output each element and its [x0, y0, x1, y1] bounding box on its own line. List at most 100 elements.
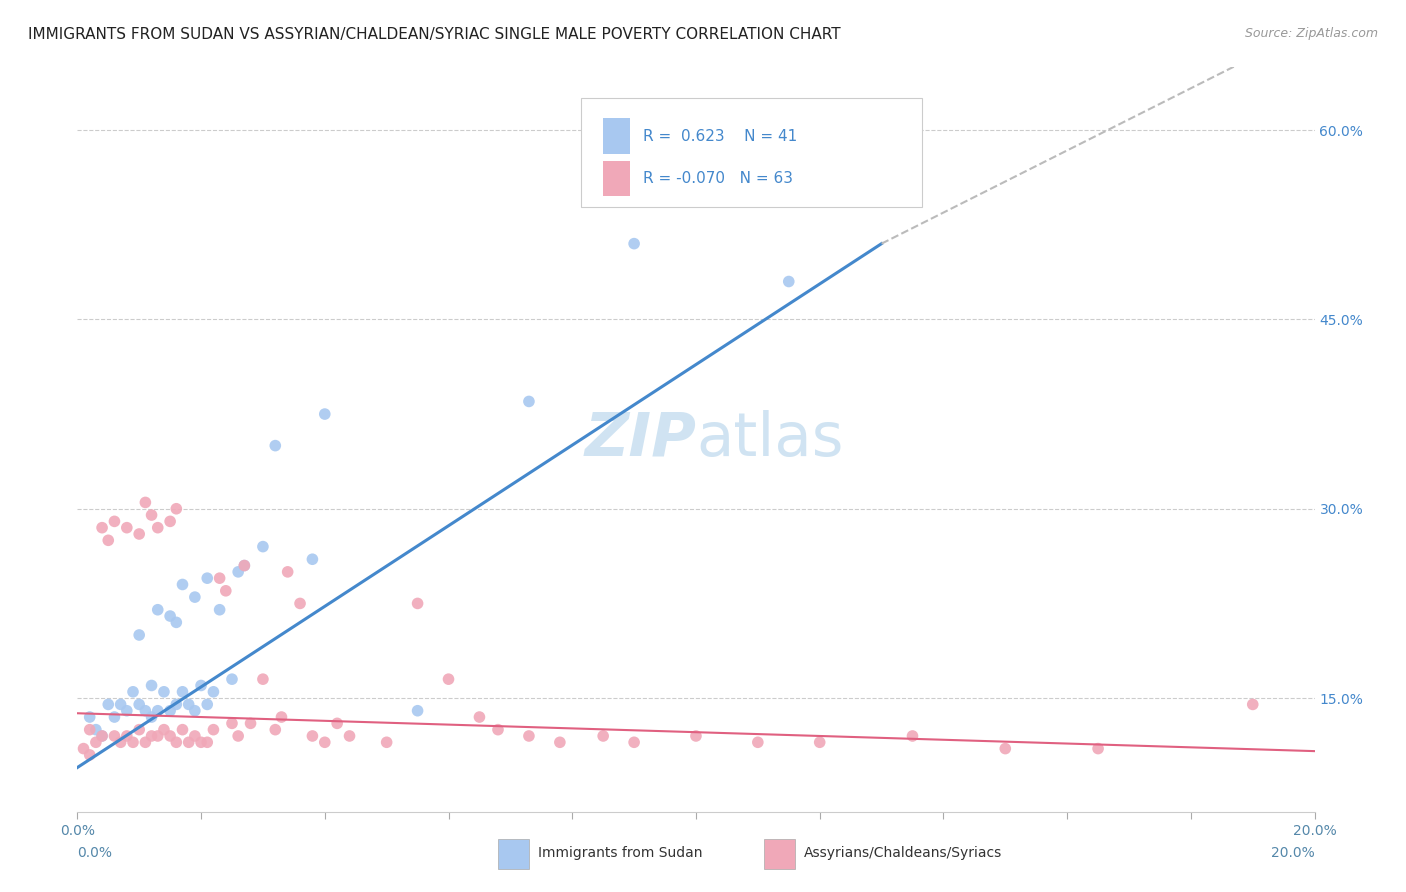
Point	[264, 723, 287, 737]
Point	[685, 729, 707, 743]
Point	[146, 521, 169, 535]
Point	[159, 704, 181, 718]
Bar	[603, 161, 630, 196]
Point	[141, 678, 163, 692]
Point	[134, 704, 156, 718]
Point	[1241, 698, 1264, 712]
Point	[141, 729, 163, 743]
Point	[153, 723, 176, 737]
Point	[623, 735, 645, 749]
Point	[122, 685, 145, 699]
Point	[339, 729, 361, 743]
Point	[146, 603, 169, 617]
Bar	[763, 839, 794, 869]
Point	[264, 439, 287, 453]
Point	[239, 716, 262, 731]
Point	[468, 710, 491, 724]
Point	[190, 735, 212, 749]
Point	[115, 729, 138, 743]
Point	[91, 521, 114, 535]
Point	[128, 698, 150, 712]
Text: atlas: atlas	[696, 409, 844, 469]
Point	[79, 723, 101, 737]
Point	[202, 685, 225, 699]
Point	[172, 577, 194, 591]
Point	[79, 747, 101, 762]
FancyBboxPatch shape	[581, 98, 922, 207]
Point	[226, 565, 249, 579]
Point	[177, 698, 200, 712]
Point	[301, 729, 323, 743]
Point	[165, 501, 187, 516]
Point	[146, 704, 169, 718]
Point	[486, 723, 509, 737]
Point	[270, 710, 292, 724]
Text: R =  0.623    N = 41: R = 0.623 N = 41	[643, 128, 797, 144]
Point	[901, 729, 924, 743]
Point	[808, 735, 831, 749]
Text: Immigrants from Sudan: Immigrants from Sudan	[537, 846, 702, 860]
Point	[252, 540, 274, 554]
Point	[375, 735, 398, 749]
Point	[177, 735, 200, 749]
Text: IMMIGRANTS FROM SUDAN VS ASSYRIAN/CHALDEAN/SYRIAC SINGLE MALE POVERTY CORRELATIO: IMMIGRANTS FROM SUDAN VS ASSYRIAN/CHALDE…	[28, 27, 841, 42]
Point	[128, 628, 150, 642]
Point	[122, 735, 145, 749]
Point	[208, 571, 231, 585]
Point	[517, 729, 540, 743]
Point	[172, 685, 194, 699]
Point	[128, 723, 150, 737]
Point	[277, 565, 299, 579]
Text: R = -0.070   N = 63: R = -0.070 N = 63	[643, 171, 793, 186]
Point	[406, 704, 429, 718]
Point	[233, 558, 256, 573]
Point	[103, 710, 125, 724]
Point	[221, 716, 243, 731]
Point	[184, 729, 207, 743]
Point	[84, 735, 107, 749]
Point	[91, 729, 114, 743]
Point	[159, 609, 181, 624]
Bar	[498, 839, 529, 869]
Point	[79, 710, 101, 724]
Text: 0.0%: 0.0%	[77, 846, 112, 860]
Point	[134, 735, 156, 749]
Point	[623, 236, 645, 251]
Point	[91, 729, 114, 743]
Point	[97, 533, 120, 548]
Point	[592, 729, 614, 743]
Point	[202, 723, 225, 737]
Point	[778, 275, 800, 289]
Point	[221, 672, 243, 686]
Point	[195, 735, 218, 749]
Point	[517, 394, 540, 409]
Point	[165, 735, 187, 749]
Point	[141, 710, 163, 724]
Point	[747, 735, 769, 749]
Bar	[603, 119, 630, 154]
Point	[215, 583, 238, 598]
Point	[110, 698, 132, 712]
Point	[159, 729, 181, 743]
Point	[141, 508, 163, 522]
Point	[288, 596, 311, 610]
Point	[146, 729, 169, 743]
Point	[252, 672, 274, 686]
Text: Source: ZipAtlas.com: Source: ZipAtlas.com	[1244, 27, 1378, 40]
Point	[165, 698, 187, 712]
Point	[153, 685, 176, 699]
Point	[165, 615, 187, 630]
Point	[208, 603, 231, 617]
Text: ZIP: ZIP	[583, 409, 696, 469]
Point	[195, 571, 218, 585]
Point	[115, 704, 138, 718]
Point	[233, 558, 256, 573]
Point	[326, 716, 349, 731]
Text: 20.0%: 20.0%	[1271, 846, 1315, 860]
Point	[184, 704, 207, 718]
Point	[190, 678, 212, 692]
Point	[994, 741, 1017, 756]
Point	[84, 723, 107, 737]
Point	[110, 735, 132, 749]
Point	[134, 495, 156, 509]
